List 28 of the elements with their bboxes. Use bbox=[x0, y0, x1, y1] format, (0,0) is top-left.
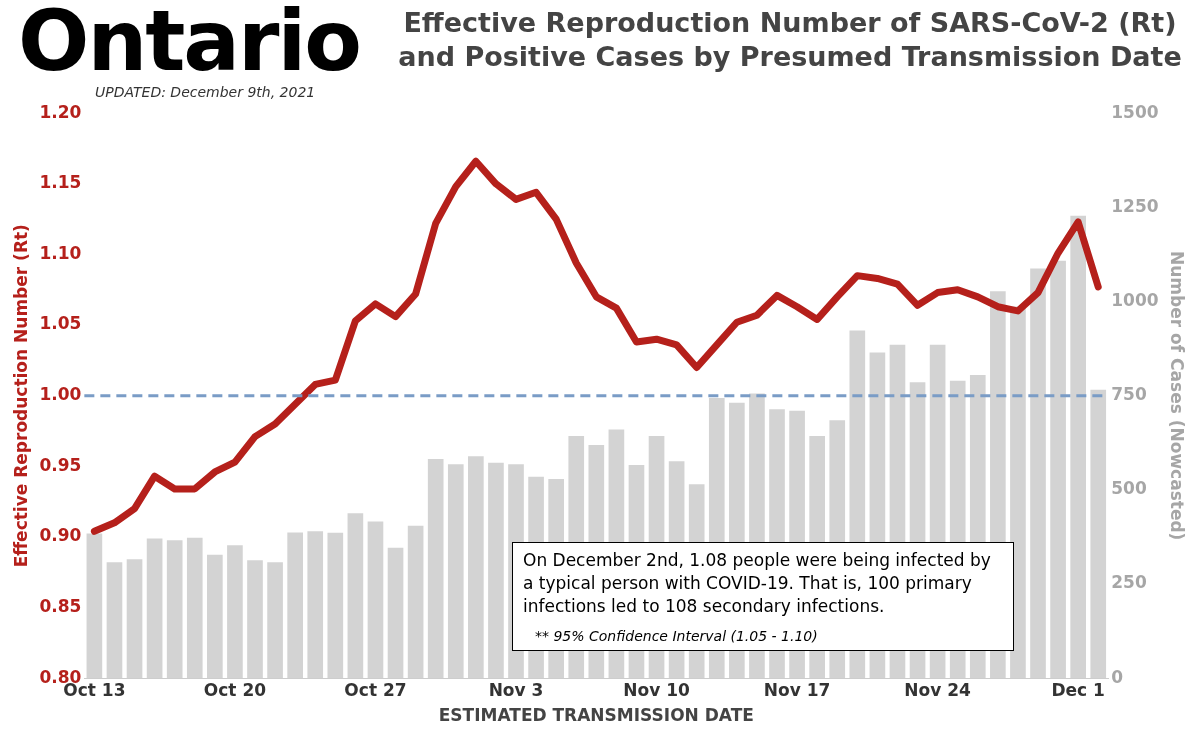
y-tick-label: 0.90 bbox=[39, 525, 82, 546]
y-tick-label: 1.15 bbox=[39, 172, 82, 193]
x-tick-label: Oct 27 bbox=[344, 679, 407, 700]
y-tick-label: 0.95 bbox=[39, 454, 82, 475]
x-tick-label: Nov 10 bbox=[623, 679, 690, 700]
y2-tick-label: 500 bbox=[1111, 478, 1147, 499]
y2-tick-label: 0 bbox=[1111, 666, 1124, 687]
y2-tick-label: 250 bbox=[1111, 572, 1147, 593]
y2-tick-label: 1500 bbox=[1111, 101, 1159, 122]
y2-axis-title: Number of Cases (Nowcasted) bbox=[1167, 251, 1188, 541]
x-axis-title: ESTIMATED TRANSMISSION DATE bbox=[438, 705, 754, 726]
x-tick-label: Oct 20 bbox=[203, 679, 267, 700]
y-tick-label: 1.10 bbox=[39, 242, 82, 263]
chart-subtitle: Effective Reproduction Number of SARS-CoV-2 (Rt) and Positive Cases by Presumed Transmission Date bbox=[397, 6, 1183, 74]
y-tick-label: 1.20 bbox=[39, 101, 82, 122]
annotation: ** 95% Confidence Interval (1.05 - 1.10) bbox=[535, 628, 819, 644]
y-tick-label: 1.00 bbox=[39, 384, 82, 405]
x-tick-label: Nov 24 bbox=[904, 679, 972, 700]
y2-tick-label: 750 bbox=[1111, 384, 1147, 405]
x-tick-label: Nov 3 bbox=[488, 679, 544, 700]
y-axis-title: Effective Reproduction Number (Rt) bbox=[10, 224, 31, 568]
y2-tick-label: 1250 bbox=[1111, 195, 1159, 216]
annotation: On December 2nd, 1.08 people were being infected by a typical person with COVID-19. That is, 100 primary infections led to 108 secondary infections. bbox=[523, 549, 992, 618]
x-tick-label: Nov 17 bbox=[763, 679, 831, 700]
y-tick-label: 1.05 bbox=[39, 313, 82, 334]
y-tick-label: 0.85 bbox=[39, 596, 82, 616]
x-tick-label: Dec 1 bbox=[1051, 679, 1105, 700]
y2-tick-label: 1000 bbox=[1111, 289, 1159, 310]
